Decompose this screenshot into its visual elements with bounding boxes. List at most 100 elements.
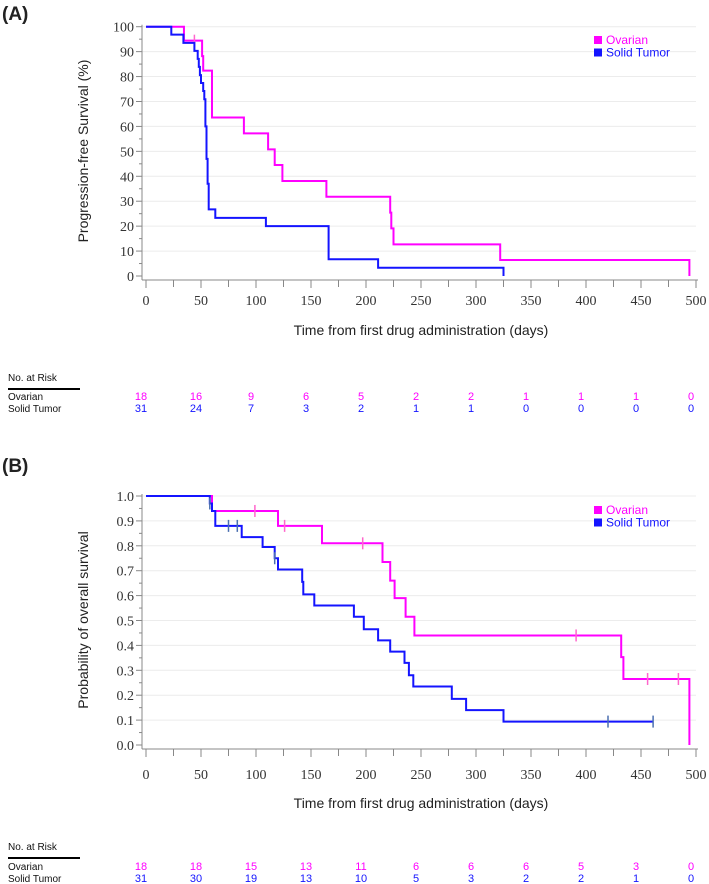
x-tick-label: 300 [466,294,487,309]
at-risk-count: 0 [688,873,694,884]
at-risk-count: 16 [190,391,202,403]
panel-b-label: (B) [2,456,28,477]
y-tick-label: 90 [120,46,134,61]
x-tick-label: 350 [521,294,542,309]
at-risk-count: 13 [300,861,312,873]
at-risk-count: 0 [688,391,694,403]
km-curve-ovarian [146,495,691,745]
panel-a: (A) Progression-free Survival (%) Time f… [2,4,707,415]
x-tick-label: 250 [411,768,432,783]
y-tick-label: 50 [120,145,134,160]
at-risk-count: 1 [633,873,639,884]
at-risk-row-label: Ovarian [8,392,43,403]
at-risk-count: 1 [578,391,584,403]
at-risk-count: 6 [303,391,309,403]
x-axis-title: Time from first drug administration (day… [294,322,549,338]
y-tick-label: 0.2 [117,689,135,704]
x-tick-label: 500 [686,768,707,783]
at-risk-count: 31 [135,873,147,884]
at-risk-row-label: Solid Tumor [8,404,62,415]
at-risk-count: 11 [355,861,366,873]
y-tick-label: 80 [120,71,134,86]
x-axis-title: Time from first drug administration (day… [294,795,549,811]
y-tick-label: 0.6 [117,590,135,605]
y-tick-label: 70 [120,95,134,110]
at-risk-count: 1 [413,403,419,415]
at-risk-count: 0 [523,403,529,415]
at-risk-count: 6 [413,861,419,873]
km-curve-solid-tumor [146,495,654,723]
at-risk-count: 9 [248,391,254,403]
km-curve-solid-tumor [146,25,505,276]
y-axis-title: Probability of overall survival [75,531,91,708]
at-risk-count: 2 [523,873,529,884]
at-risk-count: 3 [303,403,309,415]
at-risk-count: 0 [578,403,584,415]
y-tick-label: 100 [113,21,134,36]
at-risk-count: 5 [413,873,419,884]
x-tick-label: 350 [521,768,542,783]
x-tick-label: 450 [631,768,652,783]
x-tick-label: 200 [356,768,377,783]
x-tick-label: 100 [246,768,267,783]
y-tick-label: 0.3 [117,664,135,679]
at-risk-count: 3 [633,861,639,873]
panel-a-label: (A) [2,4,28,25]
at-risk-count: 10 [355,873,367,884]
legend-label-ovarian: Ovarian [606,33,648,47]
x-tick-label: 100 [246,294,267,309]
at-risk-count: 0 [688,861,694,873]
at-risk-count: 18 [190,861,202,873]
at-risk-count: 18 [135,861,147,873]
at-risk-count: 0 [688,403,694,415]
at-risk-count: 31 [135,403,147,415]
at-risk-title: No. at Risk [8,373,58,384]
x-tick-label: 0 [143,768,150,783]
x-tick-label: 50 [194,294,208,309]
at-risk-row-label: Ovarian [8,862,43,873]
x-tick-label: 150 [301,294,322,309]
x-tick-label: 150 [301,768,322,783]
at-risk-count: 1 [633,391,639,403]
at-risk-count: 19 [245,873,257,884]
at-risk-count: 18 [135,391,147,403]
x-tick-label: 500 [686,294,707,309]
legend-swatch-ovarian [594,506,602,514]
at-risk-count: 6 [523,861,529,873]
at-risk-count: 13 [300,873,312,884]
legend-swatch-solid [594,48,602,57]
km-curve-ovarian [146,25,691,276]
at-risk-title: No. at Risk [8,842,58,853]
x-tick-label: 250 [411,294,432,309]
at-risk-count: 30 [190,873,202,884]
at-risk-count: 0 [633,403,639,415]
y-axis-title: Progression-free Survival (%) [75,60,91,243]
at-risk-count: 5 [578,861,584,873]
at-risk-count: 1 [468,403,474,415]
at-risk-count: 2 [413,391,419,403]
y-tick-label: 30 [120,195,134,210]
y-tick-label: 0.5 [117,615,135,630]
at-risk-count: 7 [248,403,254,415]
legend-label-ovarian: Ovarian [606,503,648,517]
panel-b: (B) Probability of overall survival Time… [2,456,707,884]
at-risk-count: 6 [468,861,474,873]
x-tick-label: 400 [576,768,597,783]
y-tick-label: 0.1 [117,714,135,729]
x-tick-label: 400 [576,294,597,309]
y-tick-label: 0 [127,270,134,285]
y-tick-label: 60 [120,120,134,135]
y-tick-label: 0.0 [117,739,135,754]
x-tick-label: 50 [194,768,208,783]
y-tick-label: 10 [120,245,134,260]
legend-label-solid: Solid Tumor [606,46,670,60]
at-risk-count: 1 [523,391,529,403]
at-risk-count: 2 [468,391,474,403]
y-tick-label: 40 [120,170,134,185]
at-risk-count: 2 [358,403,364,415]
at-risk-row-label: Solid Tumor [8,874,62,884]
y-tick-label: 1.0 [117,490,135,505]
at-risk-count: 2 [578,873,584,884]
at-risk-count: 15 [245,861,257,873]
